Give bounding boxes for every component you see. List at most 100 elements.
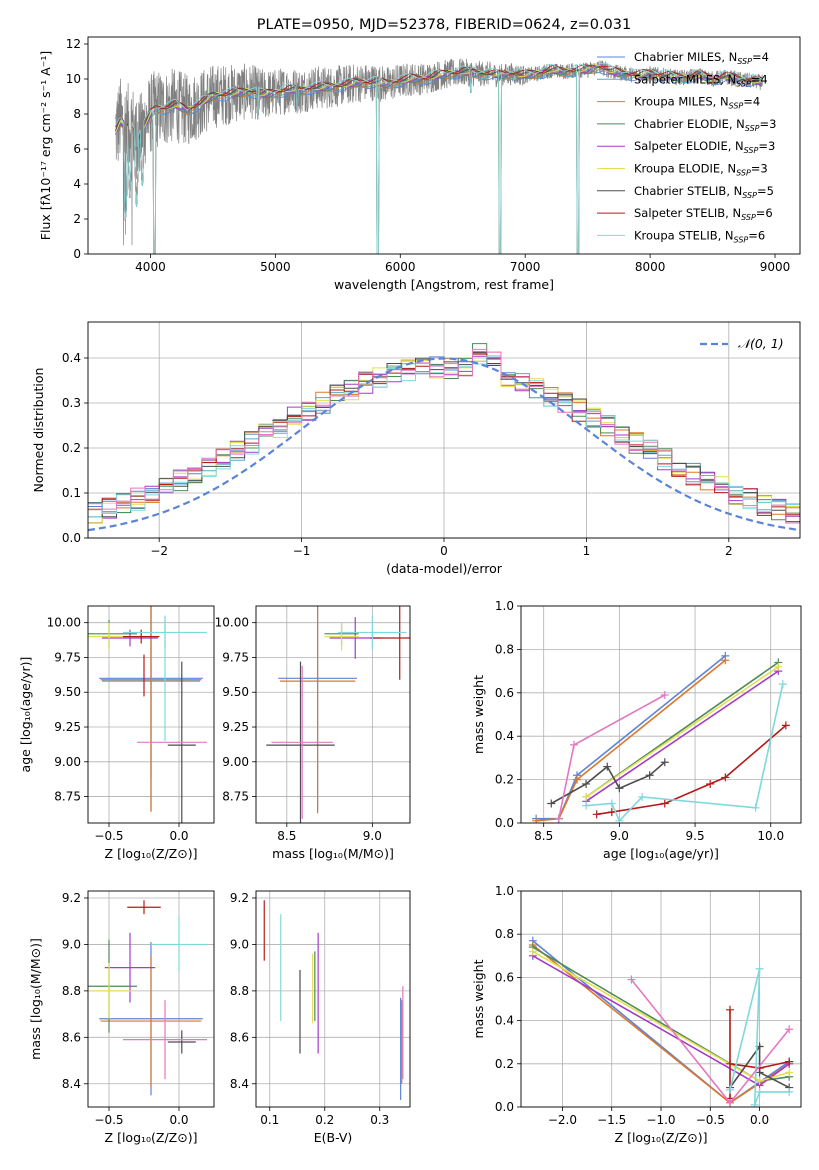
errorbar-point bbox=[123, 1000, 207, 1080]
legend-label-tail: =3 bbox=[751, 162, 768, 176]
plot-area-weight_vs_Z bbox=[528, 936, 794, 1107]
y-tick-label: 9.2 bbox=[230, 891, 249, 905]
legend-label-subscript: SSP bbox=[729, 102, 744, 111]
y-tick-label: 8.75 bbox=[222, 790, 249, 804]
legend-entry: Kroupa ELODIE, NSSP=3 bbox=[634, 162, 768, 178]
legend-label-tail: =3 bbox=[758, 139, 775, 153]
axes-frame bbox=[87, 321, 801, 539]
axes-frame bbox=[255, 605, 411, 824]
legend-entry: Salpeter ELODIE, NSSP=3 bbox=[634, 139, 775, 155]
y-tick-label: 12 bbox=[66, 37, 81, 51]
errorbar-point bbox=[88, 963, 133, 1019]
weight-marker bbox=[726, 1098, 735, 1107]
legend-label: Salpeter MILES, N bbox=[634, 72, 736, 86]
y-tick-label: 0.4 bbox=[495, 729, 514, 743]
errorbar-point bbox=[271, 665, 333, 819]
y-tick-label: 0.0 bbox=[495, 816, 514, 830]
x-tick-label: 0.1 bbox=[260, 1113, 279, 1127]
legend-label-subscript: SSP bbox=[736, 79, 751, 88]
y-tick-label: 2 bbox=[73, 212, 81, 226]
plot-area-weight_vs_age bbox=[532, 651, 790, 823]
errorbar-point bbox=[127, 900, 161, 915]
errorbar-point bbox=[266, 661, 335, 823]
x-axis-label: age [log₁₀(age/yr)] bbox=[603, 846, 719, 861]
y-tick-label: 9.25 bbox=[54, 720, 81, 734]
weight-marker bbox=[528, 947, 537, 956]
x-tick-label: 0 bbox=[440, 544, 448, 558]
weight-marker bbox=[706, 779, 715, 788]
y-tick-label: 0.0 bbox=[495, 1100, 514, 1114]
weight-marker bbox=[785, 1025, 794, 1034]
y-tick-label: 1.0 bbox=[495, 599, 514, 613]
weight-marker bbox=[778, 680, 787, 689]
y-tick-label: 0.0 bbox=[62, 531, 81, 545]
y-tick-label: 9.0 bbox=[62, 937, 81, 951]
weight-marker bbox=[627, 975, 636, 984]
weight-marker bbox=[781, 721, 790, 730]
x-tick-label: 9.0 bbox=[363, 829, 382, 843]
histogram-series bbox=[88, 348, 800, 524]
weight-marker bbox=[607, 808, 616, 817]
chart-mass_vs_EBV: 0.1 0.2 0.3 8.4 8.6 8.8 9.0 9.2 E(B-V) bbox=[230, 890, 411, 1145]
errorbar-point bbox=[104, 932, 156, 1003]
y-axis-label: mass weight bbox=[471, 959, 486, 1038]
x-tick-label: −0.5 bbox=[696, 1113, 725, 1127]
model-spectrum bbox=[115, 70, 763, 254]
x-tick-label: 8.5 bbox=[277, 829, 296, 843]
legend-label-tail: =4 bbox=[743, 95, 760, 109]
x-axis-label: mass [log₁₀(M/M⊙)] bbox=[272, 846, 394, 861]
y-tick-label: 0.4 bbox=[62, 351, 81, 365]
x-tick-label: 2 bbox=[725, 544, 733, 558]
y-axis-label: mass weight bbox=[471, 675, 486, 754]
weight-marker bbox=[645, 771, 654, 780]
normal-curve bbox=[88, 357, 800, 532]
weight-marker bbox=[785, 1057, 794, 1066]
x-tick-label: 8000 bbox=[635, 260, 666, 274]
legend-label-tail: =6 bbox=[748, 228, 765, 242]
y-tick-label: 6 bbox=[73, 142, 81, 156]
weight-line bbox=[536, 659, 726, 822]
x-tick-label: 0.0 bbox=[169, 1113, 188, 1127]
errorbar-point bbox=[370, 606, 410, 680]
legend-label-subscript: SSP bbox=[737, 57, 752, 66]
x-tick-label: −1 bbox=[293, 544, 311, 558]
y-tick-label: 8.6 bbox=[230, 1030, 249, 1044]
weight-marker bbox=[726, 1085, 735, 1094]
x-axis-label: Z [log₁₀(Z/Z⊙)] bbox=[105, 1130, 198, 1145]
model-spectrum bbox=[115, 67, 763, 254]
errorbar-point bbox=[324, 622, 359, 651]
legend-label-tail: =6 bbox=[756, 206, 773, 220]
chart-mass_vs_Z: −0.5 0.0 8.4 8.6 8.8 9.0 9.2 Z [log₁₀(Z/Z⊙)] mas… bbox=[28, 890, 215, 1145]
y-tick-label: 10 bbox=[66, 72, 81, 86]
x-tick-label: 6000 bbox=[385, 260, 416, 274]
y-axis-label: mass [log₁₀(M/M⊙)] bbox=[28, 938, 43, 1060]
weight-marker bbox=[638, 792, 647, 801]
weight-line bbox=[585, 666, 779, 798]
y-tick-label: 9.50 bbox=[54, 685, 81, 699]
axes-frame bbox=[87, 605, 215, 824]
legend-label-subscript: SSP bbox=[744, 146, 759, 155]
weight-series bbox=[592, 721, 790, 819]
weight-marker bbox=[750, 1100, 759, 1107]
legend-entry: Chabrier STELIB, NSSP=5 bbox=[634, 184, 774, 200]
legend-label: Kroupa MILES, N bbox=[634, 95, 729, 109]
legend-label: Salpeter ELODIE, N bbox=[634, 139, 744, 153]
x-tick-label: 5000 bbox=[260, 260, 291, 274]
weight-marker bbox=[615, 816, 624, 823]
legend-label-subscript: SSP bbox=[734, 235, 749, 244]
x-tick-label: 0.2 bbox=[315, 1113, 334, 1127]
y-tick-label: 9.2 bbox=[62, 891, 81, 905]
axes-frame bbox=[255, 890, 411, 1108]
weight-line bbox=[536, 655, 726, 820]
weight-series bbox=[627, 975, 794, 1107]
plot-area-mass_vs_Z bbox=[88, 900, 207, 1096]
x-tick-label: 4000 bbox=[135, 260, 166, 274]
y-tick-label: 9.75 bbox=[222, 650, 249, 664]
x-tick-label: −1.0 bbox=[646, 1113, 675, 1127]
y-tick-label: 8.4 bbox=[62, 1077, 81, 1091]
axes-frame bbox=[87, 890, 215, 1108]
legend-label: Kroupa STELIB, N bbox=[634, 228, 734, 242]
weight-marker bbox=[726, 1059, 735, 1068]
x-axis-label: Z [log₁₀(Z/Z⊙)] bbox=[105, 846, 198, 861]
y-tick-label: 0.2 bbox=[495, 1057, 514, 1071]
